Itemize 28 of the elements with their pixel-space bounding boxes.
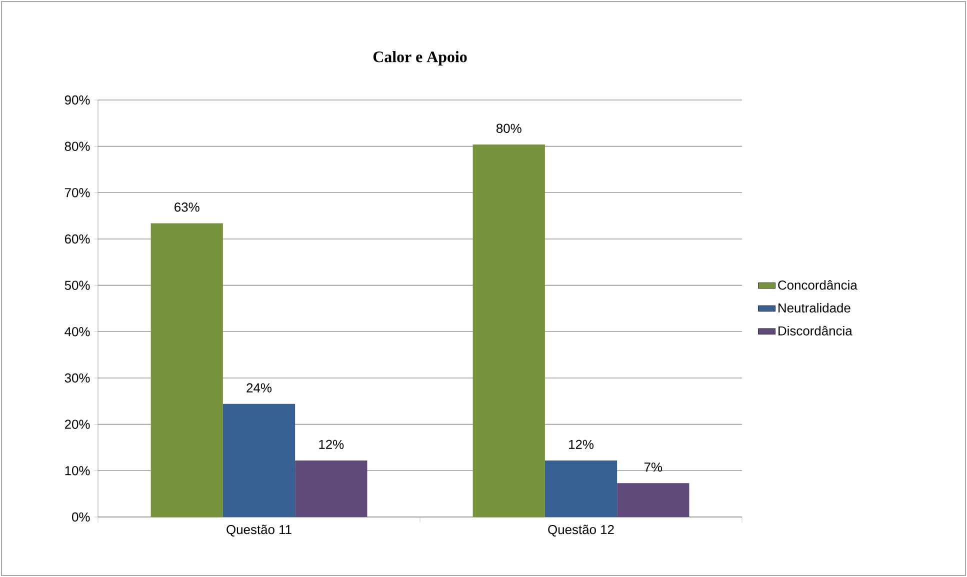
y-tick-label: 40% xyxy=(64,327,90,336)
legend-label: Discordância xyxy=(778,326,852,336)
bar xyxy=(150,223,223,517)
y-tick-label: 30% xyxy=(64,373,90,383)
y-tick-label: 0% xyxy=(72,512,90,522)
data-label: 7% xyxy=(644,462,662,472)
bar xyxy=(222,404,296,517)
y-tick-label: 60% xyxy=(64,234,90,244)
y-tick-label: 90% xyxy=(64,95,90,105)
data-label: 24% xyxy=(246,383,272,392)
x-tick-label: Questão 12 xyxy=(548,524,614,536)
legend-label: Neutralidade xyxy=(778,303,850,313)
data-label: 12% xyxy=(319,440,344,449)
legend-label: Concordância xyxy=(778,280,858,290)
data-label: 63% xyxy=(174,202,200,212)
x-tick-label: Questão 11 xyxy=(226,524,292,536)
data-label: 80% xyxy=(496,124,522,133)
y-tick-label: 10% xyxy=(65,466,90,476)
y-tick-label: 20% xyxy=(64,420,90,429)
y-tick-label: 80% xyxy=(64,142,90,151)
y-tick-label: 50% xyxy=(64,280,90,290)
bar xyxy=(295,460,368,517)
chart-title: Calor e Apoio xyxy=(373,51,467,66)
bar xyxy=(617,483,690,517)
bar xyxy=(544,460,618,517)
data-label: 12% xyxy=(569,440,594,449)
y-tick-label: 70% xyxy=(64,188,90,198)
bar xyxy=(472,144,545,517)
